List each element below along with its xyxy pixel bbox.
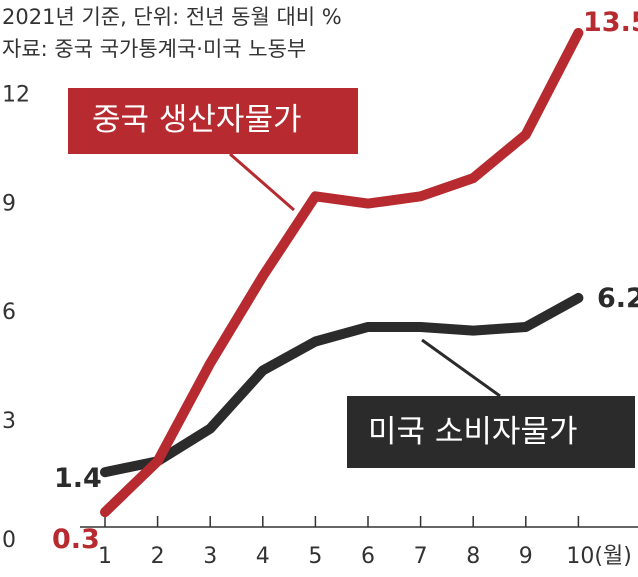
callout-leader-line bbox=[229, 152, 295, 212]
data-point bbox=[525, 134, 527, 136]
series-line bbox=[100, 292, 584, 478]
y-tick-label: 6 bbox=[2, 300, 16, 325]
series-end-labels: 0.3 13.5 1.4 6.2 bbox=[52, 7, 638, 555]
x-tick-label: 2 bbox=[151, 544, 165, 569]
data-point bbox=[209, 428, 211, 430]
y-tick-label: 9 bbox=[2, 191, 16, 216]
series-name-label: 중국 생산자물가 bbox=[92, 102, 302, 138]
x-axis: 1 2 3 4 5 6 7 8 9 10(월) bbox=[80, 516, 638, 569]
callout-leader-line bbox=[421, 338, 501, 398]
data-point bbox=[525, 326, 527, 328]
series-end-value: 13.5 bbox=[583, 7, 638, 38]
data-point bbox=[314, 341, 316, 342]
x-tick-label: 3 bbox=[203, 544, 217, 569]
y-tick-label: 3 bbox=[2, 409, 16, 434]
x-tick-label: 10(월) bbox=[566, 544, 631, 569]
series-end-value: 6.2 bbox=[597, 283, 638, 314]
y-tick-label: 0 bbox=[2, 528, 16, 553]
data-point bbox=[577, 297, 579, 299]
series-start-value: 1.4 bbox=[54, 463, 102, 494]
x-tick-label: 1 bbox=[98, 544, 112, 569]
data-point bbox=[367, 326, 369, 328]
x-tick-label: 4 bbox=[256, 544, 270, 569]
data-point bbox=[157, 460, 159, 462]
y-axis-ticks: 0 3 6 9 12 bbox=[2, 82, 30, 553]
data-point bbox=[262, 370, 264, 372]
x-tick-label: 6 bbox=[361, 544, 375, 569]
y-tick-label: 12 bbox=[2, 82, 30, 107]
x-tick-label: 7 bbox=[414, 544, 428, 569]
data-point bbox=[262, 275, 264, 277]
callout-box bbox=[347, 396, 635, 468]
data-point bbox=[209, 362, 211, 364]
series-start-value: 0.3 bbox=[52, 524, 100, 555]
series-line bbox=[100, 27, 584, 518]
callout-box bbox=[68, 88, 358, 154]
chart-source-note: 자료: 중국 국가통계국·미국 노동부 bbox=[2, 37, 306, 61]
data-point bbox=[367, 203, 369, 205]
data-point bbox=[472, 177, 474, 179]
chart-unit-note: 2021년 기준, 단위: 전년 동월 대비 % bbox=[2, 5, 342, 29]
data-point bbox=[577, 32, 579, 34]
data-point bbox=[104, 471, 106, 473]
x-tick-label: 9 bbox=[519, 544, 533, 569]
series-lines bbox=[100, 27, 584, 518]
data-point bbox=[104, 511, 106, 513]
series-name-label: 미국 소비자물가 bbox=[368, 414, 578, 450]
data-point bbox=[420, 326, 422, 328]
data-point bbox=[314, 195, 316, 197]
x-tick-label: 8 bbox=[466, 544, 480, 569]
data-point bbox=[472, 330, 474, 332]
data-point bbox=[420, 195, 422, 197]
x-tick-label: 5 bbox=[308, 544, 322, 569]
